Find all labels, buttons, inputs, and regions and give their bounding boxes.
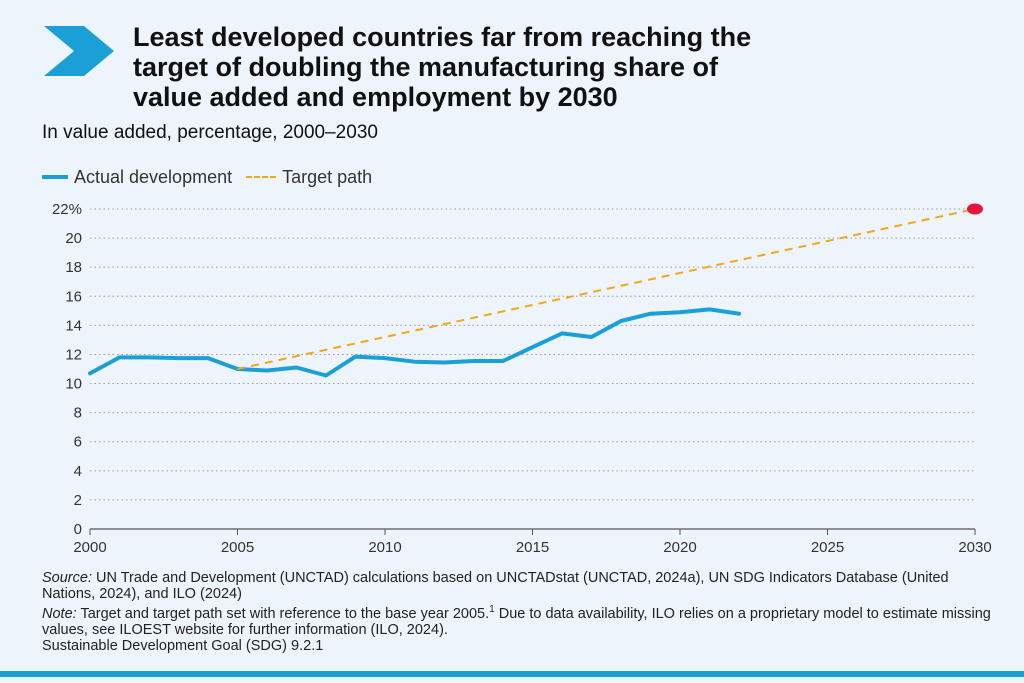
- y-tick-label: 2: [74, 492, 82, 509]
- y-tick-label: 12: [65, 346, 82, 363]
- legend-item-actual: Actual development: [42, 167, 232, 188]
- note-text-2: Due to data availability, ILO relies on …: [42, 605, 991, 638]
- y-tick-label: 20: [65, 230, 82, 247]
- legend-swatch-actual: [42, 175, 68, 179]
- y-tick-label: 8: [74, 405, 82, 422]
- x-tick-label: 2020: [663, 539, 696, 556]
- chart-title: Least developed countries far from reach…: [133, 22, 752, 112]
- note-label: Note:: [42, 605, 77, 622]
- y-tick-label: 22%: [52, 201, 82, 218]
- chart-subtitle: In value added, percentage, 2000–2030: [42, 122, 378, 143]
- y-tick-label: 18: [65, 259, 82, 276]
- chevron-logo-icon: [44, 26, 114, 76]
- line-chart: 0 2 4 6 8 10 12 14 16 18 20 22% 2000 2005 2010 2015 2020…: [52, 201, 992, 556]
- x-tick-label: 2030: [958, 539, 991, 556]
- target-point-2030: [967, 203, 983, 215]
- note-text-1: Target and target path set with referenc…: [76, 605, 490, 622]
- y-tick-label: 16: [65, 288, 82, 305]
- legend-label-actual: Actual development: [74, 166, 233, 187]
- series-line-actual-development: [88, 307, 741, 378]
- bottom-rule: [0, 671, 1024, 677]
- source-text: UN Trade and Development (UNCTAD) calcul…: [42, 570, 949, 602]
- x-tick-label: 2000: [73, 539, 106, 556]
- legend-label-target: Target path: [282, 166, 373, 187]
- note-text: Note: Target and target path set with re…: [42, 602, 992, 638]
- y-tick-label: 4: [74, 463, 82, 480]
- y-tick-label: 0: [74, 521, 82, 538]
- sdg-reference: Sustainable Development Goal (SDG) 9.2.1: [42, 637, 324, 654]
- chart-notes: Source: UN Trade and Development (UNCTAD…: [42, 570, 992, 654]
- y-tick-label: 6: [74, 434, 82, 451]
- x-tick-label: 2015: [516, 539, 549, 556]
- footnote-marker: 1: [489, 604, 495, 615]
- x-tick-label: 2010: [368, 539, 401, 556]
- y-tick-label: 14: [65, 317, 82, 334]
- y-tick-label: 10: [65, 376, 82, 393]
- legend-item-target: Target path: [246, 167, 372, 188]
- series-line-target-path: [237, 208, 976, 370]
- x-tick-label: 2025: [811, 539, 844, 556]
- legend: Actual development Target path: [42, 166, 386, 188]
- x-tick-label: 2005: [221, 539, 254, 556]
- source-label: Source:: [42, 570, 92, 586]
- legend-swatch-target: [246, 176, 277, 178]
- source-note: Source: UN Trade and Development (UNCTAD…: [42, 570, 992, 602]
